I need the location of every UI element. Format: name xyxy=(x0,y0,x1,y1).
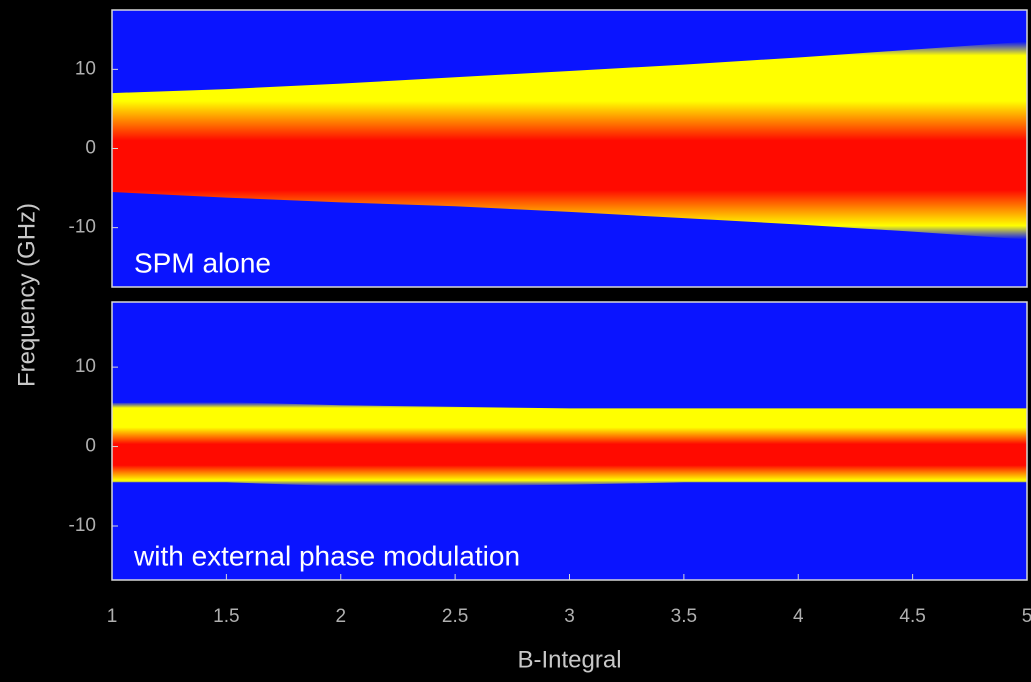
y-axis-label: Frequency (GHz) xyxy=(13,203,40,387)
spectrum-band xyxy=(112,402,1027,487)
x-tick-label: 2 xyxy=(335,606,346,627)
annotation: with external phase modulation xyxy=(133,540,520,571)
annotation: SPM alone xyxy=(134,247,271,278)
y-tick-label: -10 xyxy=(69,515,96,536)
y-tick-label: 0 xyxy=(85,436,96,457)
x-tick-label: 3 xyxy=(564,606,575,627)
x-tick-label: 2.5 xyxy=(442,606,468,627)
x-tick-label: 5 xyxy=(1022,606,1031,627)
x-tick-label: 4 xyxy=(793,606,804,627)
y-tick-label: 0 xyxy=(85,138,96,159)
x-tick-label: 1.5 xyxy=(213,606,239,627)
x-axis-label: B-Integral xyxy=(517,646,621,673)
x-tick-label: 4.5 xyxy=(899,606,925,627)
x-tick-label: 3.5 xyxy=(671,606,697,627)
y-tick-label: -10 xyxy=(69,217,96,238)
y-tick-label: 10 xyxy=(75,356,96,377)
spectrum-band xyxy=(112,41,1027,240)
x-tick-label: 1 xyxy=(107,606,118,627)
y-tick-label: 10 xyxy=(75,58,96,79)
